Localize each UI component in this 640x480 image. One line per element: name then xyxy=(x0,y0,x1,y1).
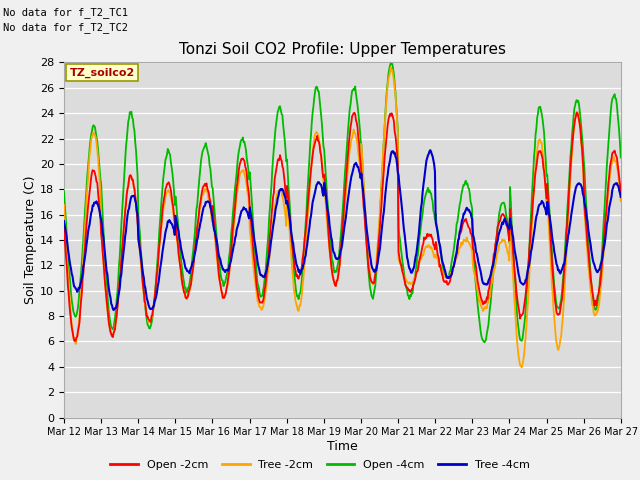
Text: No data for f_T2_TC1: No data for f_T2_TC1 xyxy=(3,7,128,18)
Text: No data for f_T2_TC2: No data for f_T2_TC2 xyxy=(3,22,128,33)
Y-axis label: Soil Temperature (C): Soil Temperature (C) xyxy=(24,176,37,304)
X-axis label: Time: Time xyxy=(327,440,358,453)
Legend: Open -2cm, Tree -2cm, Open -4cm, Tree -4cm: Open -2cm, Tree -2cm, Open -4cm, Tree -4… xyxy=(106,456,534,474)
Text: TZ_soilco2: TZ_soilco2 xyxy=(70,68,135,78)
Title: Tonzi Soil CO2 Profile: Upper Temperatures: Tonzi Soil CO2 Profile: Upper Temperatur… xyxy=(179,42,506,57)
